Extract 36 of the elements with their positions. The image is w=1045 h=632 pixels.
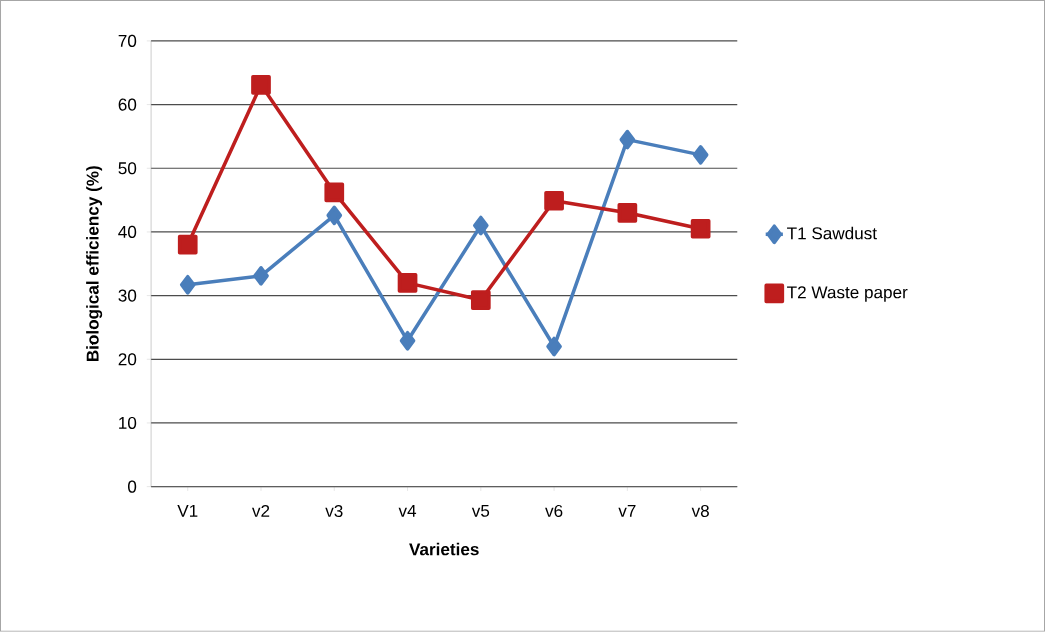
x-tick-label: v3	[325, 505, 343, 518]
point	[397, 273, 418, 293]
point	[324, 182, 345, 203]
x-tick-label: v6	[545, 505, 563, 518]
x-tick-label: V1	[177, 505, 198, 517]
y-tick-label: 10	[119, 417, 137, 430]
point	[399, 331, 416, 351]
y-tick-label: 50	[118, 162, 137, 175]
point	[251, 75, 271, 95]
point	[690, 219, 711, 239]
x-tick-label: v4	[398, 505, 417, 517]
point	[253, 266, 269, 286]
y-tick-label: 70	[118, 35, 137, 48]
y-tick-label: 30	[118, 289, 137, 302]
point	[470, 290, 491, 311]
y-tick-label: 20	[118, 353, 137, 366]
point	[544, 191, 564, 211]
point	[177, 234, 198, 255]
point	[179, 275, 196, 295]
point	[692, 145, 709, 165]
y-tick-label: 0	[127, 480, 137, 493]
x-axis-title: Varieties	[409, 542, 479, 556]
point	[619, 129, 636, 150]
y-tick-label: 60	[118, 98, 137, 111]
point	[326, 205, 343, 226]
legend-label: T2 Waste paper	[787, 286, 908, 302]
x-tick-label: v2	[252, 505, 270, 518]
x-tick-label: v8	[691, 505, 709, 518]
y-tick-label: 40	[118, 226, 137, 239]
point	[546, 336, 562, 357]
point	[472, 215, 489, 236]
point	[617, 203, 638, 223]
legend-label: T1 Sawdust	[787, 226, 877, 240]
x-tick-label: v5	[471, 505, 490, 518]
y-axis-title: Biological efficiency (%)	[86, 166, 103, 362]
x-tick-label: v7	[618, 505, 636, 517]
